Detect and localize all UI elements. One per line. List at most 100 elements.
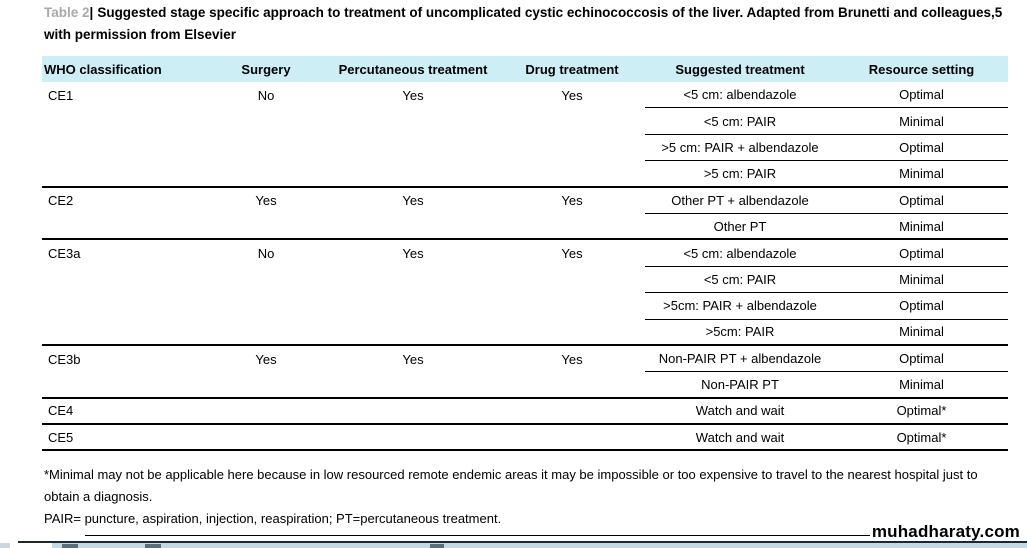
cell-suggested-treatment: Non-PAIR PT — [701, 376, 779, 392]
cell-resource-setting: Optimal* — [896, 429, 947, 445]
cell-resource-setting: Minimal — [835, 267, 1008, 294]
cell-surgery — [205, 425, 327, 449]
cell-who-classification: CE3a — [48, 246, 81, 262]
cell-who-classification: CE2 — [48, 193, 74, 209]
cell-resource-setting: Minimal — [899, 324, 944, 340]
table-row: >5cm: PAIR Minimal — [42, 320, 1008, 346]
next-page-text-fragment — [62, 544, 78, 548]
cell-drug-treatment — [499, 399, 645, 423]
table-row: CE1 No Yes Yes <5 cm: albendazole Optimal — [42, 82, 1008, 109]
table-row: >5cm: PAIR + albendazole Optimal — [42, 293, 1008, 320]
table-row: CE3b Yes Yes Yes Non-PAIR PT + albendazole Op… — [42, 346, 1008, 373]
next-page-top-rule — [18, 541, 1027, 543]
cell-who-classification — [42, 293, 205, 319]
column-header-surgery: Surgery — [241, 61, 291, 77]
cell-percutaneous-treatment: Yes — [402, 246, 424, 262]
cell-surgery — [205, 135, 327, 161]
next-page-edge — [52, 543, 1027, 548]
table-title: Table 2| Suggested stage specific approac… — [44, 2, 1010, 46]
cell-surgery — [205, 214, 327, 238]
cell-surgery: No — [257, 246, 275, 262]
cell-resource-setting: Optimal — [835, 82, 1008, 109]
cell-resource-setting: Optimal — [835, 293, 1008, 320]
cell-percutaneous-treatment — [327, 108, 499, 134]
cell-suggested-treatment: <5 cm: PAIR — [645, 108, 835, 135]
footnote-abbreviations: PAIR= puncture, aspiration, injection, r… — [44, 511, 502, 526]
cell-who-classification — [42, 161, 205, 185]
cell-resource-setting: Optimal — [835, 135, 1008, 162]
cell-percutaneous-treatment — [327, 425, 499, 449]
cell-drug-treatment — [499, 320, 645, 344]
watermark: muhadharaty.com — [871, 521, 1020, 541]
cell-percutaneous-treatment — [327, 267, 499, 293]
cell-drug-treatment: Yes — [561, 351, 583, 367]
cell-resource-setting: Minimal — [835, 108, 1008, 135]
cell-drug-treatment — [499, 161, 645, 185]
cell-who-classification: CE1 — [48, 87, 74, 103]
cell-resource-setting: Minimal — [899, 218, 944, 234]
cell-drug-treatment — [499, 108, 645, 134]
cell-surgery: No — [257, 87, 275, 103]
cell-who-classification — [42, 214, 205, 238]
cell-percutaneous-treatment — [327, 399, 499, 423]
cell-drug-treatment — [499, 267, 645, 293]
cell-who-classification — [42, 108, 205, 134]
cell-resource-setting: Minimal — [899, 165, 944, 181]
cell-drug-treatment: Yes — [561, 87, 583, 103]
cell-surgery — [205, 108, 327, 134]
cell-surgery — [205, 161, 327, 185]
cell-suggested-treatment: >5cm: PAIR — [705, 324, 775, 340]
table-caption: Suggested stage specific approach to tre… — [44, 5, 1003, 42]
column-header-resource-setting: Resource setting — [868, 61, 975, 77]
column-header-drug-treatment: Drug treatment — [525, 61, 619, 77]
table-row: CE2 Yes Yes Yes Other PT + albendazole Optima… — [42, 188, 1008, 214]
table-header-row: WHO classification Surgery Percutaneous tr… — [42, 56, 1008, 82]
column-header-suggested-treatment: Suggested treatment — [675, 61, 805, 77]
cell-who-classification — [42, 135, 205, 161]
cell-suggested-treatment: >5 cm: PAIR — [703, 165, 777, 181]
cell-surgery: Yes — [255, 351, 277, 367]
table-row: CE4 Watch and wait Optimal* — [42, 399, 1008, 426]
cell-surgery — [205, 320, 327, 344]
cell-percutaneous-treatment: Yes — [402, 193, 424, 209]
cell-drug-treatment — [499, 293, 645, 319]
cell-surgery: Yes — [255, 193, 277, 209]
cell-suggested-treatment: <5 cm: albendazole — [645, 82, 835, 109]
cell-percutaneous-treatment — [327, 293, 499, 319]
cell-percutaneous-treatment — [327, 320, 499, 344]
cell-suggested-treatment: >5 cm: PAIR + albendazole — [645, 135, 835, 162]
cell-resource-setting: Minimal — [899, 376, 944, 392]
cell-drug-treatment: Yes — [561, 246, 583, 262]
cell-suggested-treatment: Watch and wait — [695, 403, 785, 419]
cell-who-classification: CE4 — [48, 403, 74, 419]
cell-drug-treatment — [499, 135, 645, 161]
cell-suggested-treatment: Non-PAIR PT + albendazole — [645, 346, 835, 373]
cell-drug-treatment — [499, 372, 645, 396]
cell-percutaneous-treatment — [327, 161, 499, 185]
cell-percutaneous-treatment: Yes — [402, 351, 424, 367]
cell-drug-treatment: Yes — [561, 193, 583, 209]
table-row: CE5 Watch and wait Optimal* — [42, 425, 1008, 452]
cell-percutaneous-treatment — [327, 214, 499, 238]
table-body: CE1 No Yes Yes <5 cm: albendazole Optimal <5 c… — [42, 82, 1008, 452]
cell-resource-setting: Optimal — [835, 188, 1008, 214]
table-number-label: Table 2 — [44, 5, 90, 20]
title-separator-icon: | — [89, 5, 94, 20]
next-page-text-fragment — [145, 544, 161, 548]
cell-resource-setting: Optimal — [835, 240, 1008, 267]
cell-drug-treatment — [499, 425, 645, 449]
cell-percutaneous-treatment — [327, 135, 499, 161]
cell-suggested-treatment: >5cm: PAIR + albendazole — [645, 293, 835, 320]
cell-resource-setting: Optimal* — [896, 403, 947, 419]
table-row: >5 cm: PAIR Minimal — [42, 161, 1008, 188]
cell-suggested-treatment: Other PT — [713, 218, 767, 234]
table-row: CE3a No Yes Yes <5 cm: albendazole Optimal — [42, 240, 1008, 267]
cell-suggested-treatment: <5 cm: PAIR — [645, 267, 835, 294]
cell-who-classification: CE3b — [48, 351, 81, 367]
next-page-corner — [0, 543, 10, 548]
table-row: <5 cm: PAIR Minimal — [42, 108, 1008, 135]
cell-who-classification — [42, 267, 205, 293]
cell-suggested-treatment: Watch and wait — [695, 429, 785, 445]
cell-suggested-treatment: <5 cm: albendazole — [645, 240, 835, 267]
